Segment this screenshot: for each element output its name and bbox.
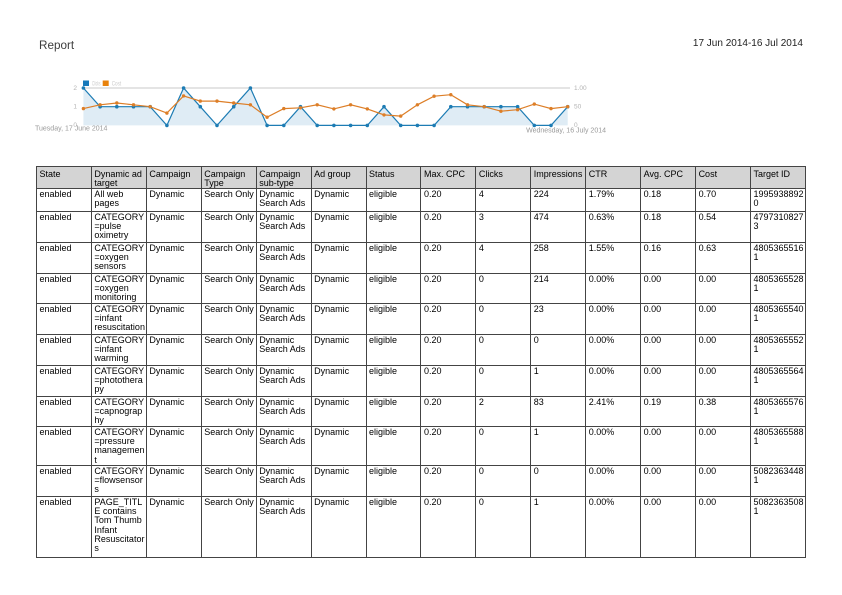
svg-text:0: 0 bbox=[73, 122, 77, 129]
svg-text:50: 50 bbox=[574, 104, 582, 111]
svg-text:0: 0 bbox=[574, 122, 578, 129]
svg-text:2: 2 bbox=[73, 85, 77, 92]
svg-text:Clicks: Clicks bbox=[92, 82, 101, 88]
svg-text:1: 1 bbox=[73, 104, 77, 111]
svg-text:Tuesday, 17 June 2014: Tuesday, 17 June 2014 bbox=[35, 126, 107, 133]
svg-text:Wednesday, 16 July 2014: Wednesday, 16 July 2014 bbox=[526, 128, 606, 135]
svg-text:1.00: 1.00 bbox=[574, 85, 587, 92]
svg-text:Cost: Cost bbox=[112, 82, 122, 88]
